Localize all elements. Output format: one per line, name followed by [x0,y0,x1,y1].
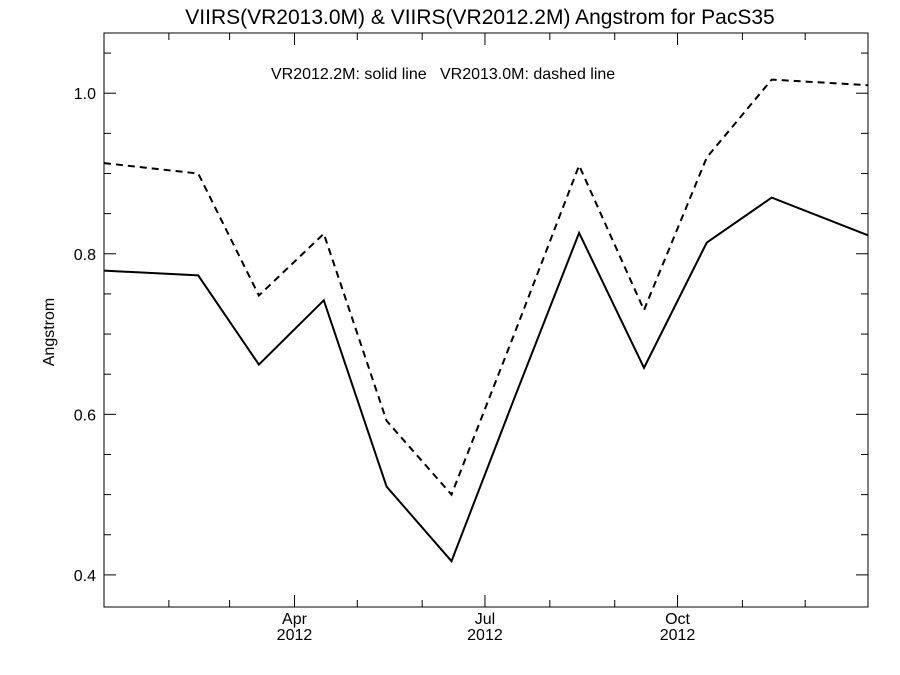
x-tick-label-month: Apr [282,611,308,628]
chart-title: VIIRS(VR2013.0M) & VIIRS(VR2012.2M) Angs… [185,6,774,29]
y-tick-label: 0.8 [74,247,96,264]
y-tick-label: 1.0 [74,86,96,103]
legend-annotation: VR2012.2M: solid line VR2013.0M: dashed … [271,66,615,83]
series-line-solid [103,196,869,564]
series-lines [103,78,869,564]
x-tick-label-month: Jul [475,611,495,628]
x-tick-label-year: 2012 [660,627,696,644]
series-line-dashed [103,78,869,497]
x-tick-label-year: 2012 [277,627,313,644]
x-tick-label-year: 2012 [467,627,503,644]
y-tick-label: 0.4 [74,568,96,585]
x-tick-label-month: Oct [665,611,690,628]
y-tick-label: 0.6 [74,407,96,424]
y-axis-label: Angstrom [41,298,58,366]
plot-frame [103,32,869,608]
